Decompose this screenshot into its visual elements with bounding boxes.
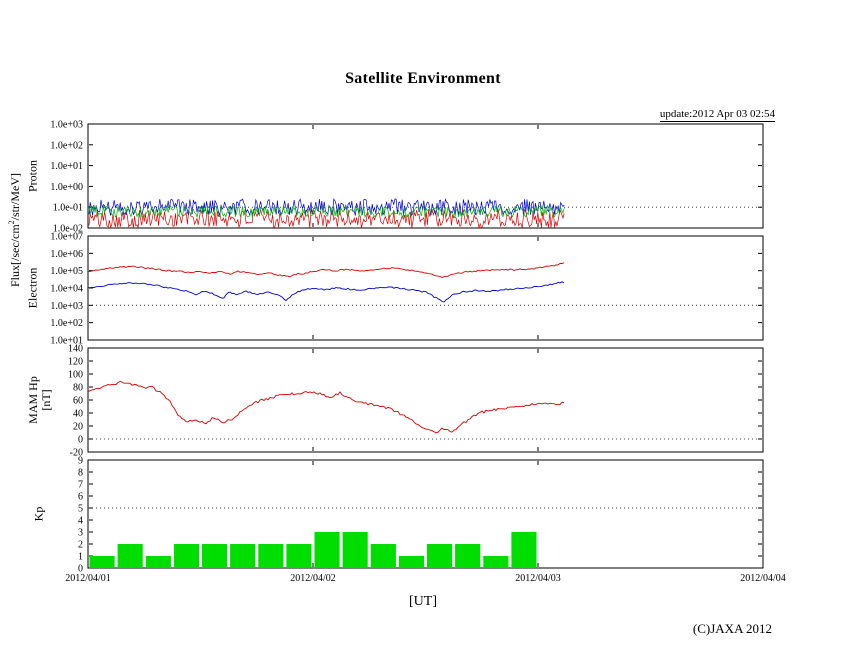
kp-ytick-label: 8: [78, 468, 83, 479]
hp-axis-label-line2: [nT]: [39, 389, 53, 411]
kp-ytick-label: 3: [78, 528, 83, 539]
kp-bar: [202, 544, 228, 568]
kp-axis-label: Kp: [31, 506, 46, 522]
proton-ytick-label: 1.0e-01: [53, 203, 83, 214]
hp-ytick-label: -20: [70, 448, 83, 459]
proton-green-trace: [88, 204, 565, 219]
hp-axis-label: MAM Hp [nT]: [26, 376, 53, 424]
hp-ytick-label: 20: [73, 422, 83, 433]
hp-panel-frame: [87, 347, 764, 453]
kp-bar: [258, 544, 284, 568]
hp-ytick-label: 120: [68, 357, 83, 368]
electron-ytick-label: 1.0e+06: [50, 249, 83, 260]
hp-ytick-label: 80: [73, 383, 83, 394]
page-title: Satellite Environment: [345, 70, 501, 87]
kp-bar: [117, 544, 143, 568]
copyright: (C)JAXA 2012: [692, 621, 772, 636]
proton-panel-frame: [87, 123, 764, 229]
hp-ytick-label: 100: [68, 370, 83, 381]
hp-ytick-label: 60: [73, 396, 83, 407]
update-timestamp: update:2012 Apr 03 02:54: [659, 108, 775, 122]
kp-ytick-label: 7: [78, 480, 83, 491]
hp-ytick-label: 140: [68, 344, 83, 355]
electron-ytick-label: 1.0e+04: [50, 284, 83, 295]
x-tick-label: 2012/04/04: [740, 573, 786, 584]
x-tick-label: 2012/04/02: [290, 573, 336, 584]
electron-panel-frame: [87, 235, 764, 341]
kp-bar: [427, 544, 453, 568]
kp-ytick-label: 2: [78, 540, 83, 551]
electron-ytick-label: 1.0e+05: [50, 266, 83, 277]
electron-ytick-label: 1.0e+01: [50, 336, 83, 347]
kp-bar: [230, 544, 256, 568]
flux-axis-label-prefix: Flux[/sec/cm: [8, 224, 22, 287]
flux-axis-label-suffix: /str/MeV]: [8, 173, 22, 221]
kp-bar: [286, 544, 312, 568]
hp-trace: [87, 381, 565, 434]
proton-ytick-label: 1.0e+00: [50, 182, 83, 193]
kp-bar: [89, 556, 115, 568]
kp-ytick-label: 6: [78, 492, 83, 503]
electron-high-trace: [88, 262, 565, 278]
flux-axis-label: Flux[/sec/cm2/str/MeV]: [7, 173, 23, 287]
x-tick-label: 2012/04/03: [515, 573, 561, 584]
electron-low-trace: [87, 281, 565, 303]
proton-blue-trace: [88, 197, 565, 217]
kp-ytick-label: 4: [78, 516, 83, 527]
kp-bar: [483, 556, 509, 568]
x-axis-label: [UT]: [409, 594, 437, 609]
electron-axis-label: Electron: [25, 267, 40, 309]
proton-ytick-label: 1.0e+03: [50, 120, 83, 131]
kp-ytick-label: 5: [78, 504, 83, 515]
hp-ytick-label: 40: [73, 409, 83, 420]
proton-red-trace: [88, 208, 565, 229]
kp-bar: [455, 544, 481, 568]
hp-ytick-label: 0: [78, 435, 83, 446]
kp-ytick-label: 0: [78, 564, 83, 575]
kp-ytick-label: 1: [78, 552, 83, 563]
electron-ytick-label: 1.0e+07: [50, 232, 83, 243]
kp-panel-frame: [87, 459, 764, 569]
proton-ytick-label: 1.0e-02: [53, 224, 83, 235]
kp-bar: [314, 532, 340, 568]
kp-bar: [145, 556, 171, 568]
electron-ytick-label: 1.0e+03: [50, 301, 83, 312]
kp-bar: [173, 544, 199, 568]
proton-ytick-label: 1.0e+01: [50, 161, 83, 172]
kp-bar: [342, 532, 368, 568]
kp-bar: [370, 544, 396, 568]
x-tick-label: 2012/04/01: [65, 573, 111, 584]
electron-ytick-label: 1.0e+02: [50, 318, 83, 329]
proton-ytick-label: 1.0e+02: [50, 140, 83, 151]
flux-axis-label-sup: 2: [7, 220, 16, 225]
kp-bar: [398, 556, 424, 568]
kp-ytick-label: 9: [78, 456, 83, 467]
kp-bar: [511, 532, 537, 568]
proton-axis-label: Proton: [25, 159, 40, 193]
